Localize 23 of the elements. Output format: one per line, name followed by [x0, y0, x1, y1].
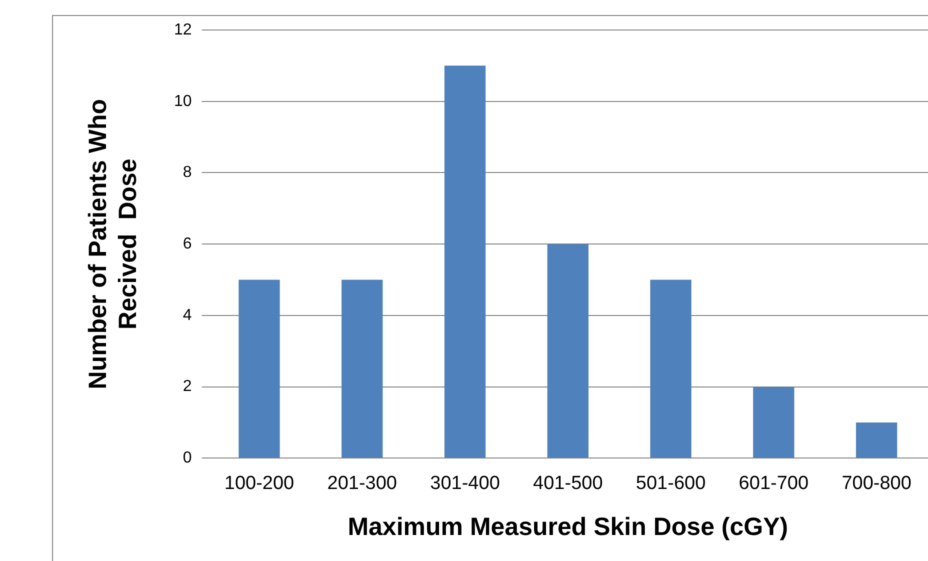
y-tick-label: 2 [182, 378, 192, 396]
bar [856, 422, 898, 458]
bar [238, 280, 280, 458]
y-axis-title: Number of Patients Who Recived Dose [84, 98, 142, 390]
x-tick-label: 401-500 [533, 472, 603, 494]
bar [444, 66, 486, 458]
y-tick-label: 12 [174, 21, 192, 38]
bar [547, 244, 588, 458]
bar [650, 280, 692, 458]
bar [342, 280, 383, 458]
y-tick-label: 0 [182, 450, 192, 467]
x-tick-label: 100-200 [224, 472, 294, 494]
x-tick-label: 501-600 [636, 472, 706, 494]
y-tick-label: 4 [182, 306, 192, 324]
x-tick-label: 601-700 [738, 472, 809, 494]
y-tick-label: 8 [182, 164, 192, 182]
y-tick-label: 10 [174, 92, 192, 110]
y-tick-label: 6 [182, 236, 192, 253]
x-axis-title: Maximum Measured Skin Dose (cGY) [348, 512, 788, 541]
x-tick-label: 201-300 [327, 472, 397, 494]
bar [753, 386, 794, 458]
x-tick-label: 700-800 [842, 472, 912, 494]
x-tick-label: 301-400 [430, 472, 500, 494]
